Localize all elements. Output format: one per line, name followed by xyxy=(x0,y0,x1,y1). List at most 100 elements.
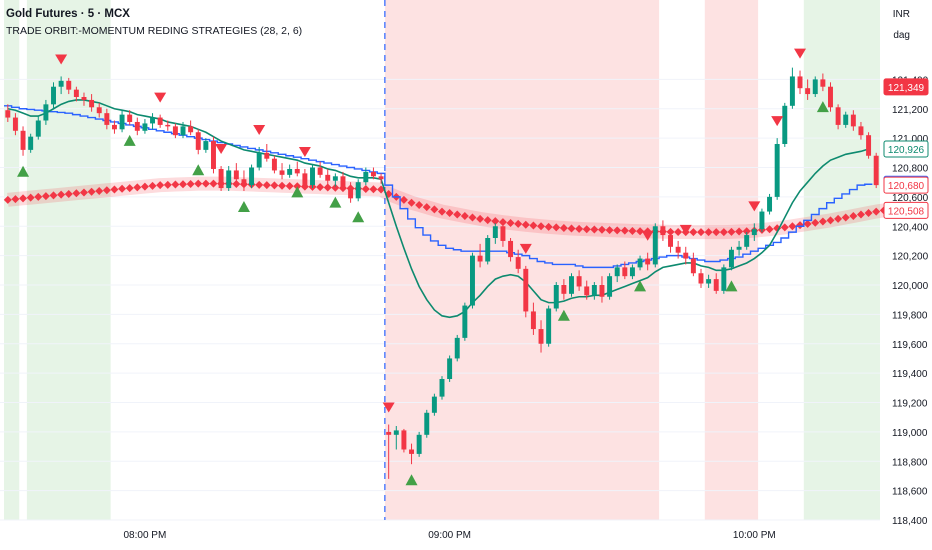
candle-body xyxy=(73,89,79,97)
trend-dot xyxy=(872,207,881,216)
candle xyxy=(317,161,323,178)
trend-dot xyxy=(590,225,599,234)
price-tick: 121,000 xyxy=(892,134,929,145)
candle xyxy=(744,232,750,250)
candle xyxy=(553,282,559,312)
candle-body xyxy=(508,240,514,258)
buy-signal xyxy=(237,201,250,212)
candle-body xyxy=(584,286,590,296)
price-label-box xyxy=(883,78,929,96)
trend-dot xyxy=(537,222,546,231)
candle-body xyxy=(264,152,270,159)
trend-dot xyxy=(796,221,805,230)
trend-dot xyxy=(491,217,500,226)
indicator-legend[interactable]: TRADE ORBIT:-MOMENTUM REDING STRATEGIES … xyxy=(6,25,303,37)
candle-body xyxy=(241,179,247,186)
price-tick: 120,400 xyxy=(892,222,929,233)
candle xyxy=(477,243,483,268)
candle-body xyxy=(835,107,841,125)
trend-dot xyxy=(674,227,683,236)
candle xyxy=(782,102,788,147)
candle xyxy=(569,273,574,297)
candle xyxy=(226,166,232,191)
candle-body xyxy=(797,76,803,89)
candle xyxy=(233,163,239,183)
candle xyxy=(530,302,536,335)
price-tick: 120,000 xyxy=(892,281,929,292)
candle-body xyxy=(172,126,178,136)
trend-dot xyxy=(285,182,294,191)
candle xyxy=(409,443,415,465)
buy-signal xyxy=(634,280,647,292)
candle xyxy=(378,173,384,184)
candle xyxy=(607,273,613,300)
candle-body xyxy=(439,379,445,397)
candle-body xyxy=(599,285,605,297)
bear-zone xyxy=(384,0,660,520)
trend-dot xyxy=(445,209,454,218)
trend-dot xyxy=(399,195,408,204)
candle-body xyxy=(736,246,742,250)
candle xyxy=(614,264,620,283)
candle xyxy=(81,92,87,106)
candle xyxy=(370,167,376,180)
trend-dot xyxy=(262,181,271,190)
price-tick: 118,600 xyxy=(892,487,928,498)
trend-dot xyxy=(110,185,119,194)
trend-dot xyxy=(3,195,12,204)
candle xyxy=(195,129,201,155)
candle xyxy=(104,108,110,130)
trend-dot xyxy=(140,182,149,191)
candle-body xyxy=(805,88,811,95)
trend-dot xyxy=(834,214,843,223)
candle-body xyxy=(302,173,308,186)
candle-body xyxy=(370,171,376,177)
trend-dot xyxy=(826,216,835,225)
candle-body xyxy=(873,155,879,186)
candle-body xyxy=(104,113,110,125)
candle xyxy=(424,409,430,438)
trend-dot xyxy=(811,218,820,227)
candle xyxy=(180,121,186,139)
price-tick: 119,800 xyxy=(892,310,928,321)
candle-body xyxy=(256,152,262,168)
candle xyxy=(12,113,18,136)
trend-dots-line xyxy=(3,176,888,240)
candle-body xyxy=(416,434,422,454)
candle-body xyxy=(287,168,293,175)
trend-dot xyxy=(476,214,485,223)
candle xyxy=(797,70,803,95)
trend-dot xyxy=(415,200,424,209)
candle-body xyxy=(828,86,833,108)
candle-body xyxy=(119,114,125,130)
trend-dot xyxy=(41,192,50,201)
trend-dot xyxy=(567,224,576,233)
trend-dot xyxy=(323,183,332,192)
trend-dot xyxy=(849,211,858,220)
candle xyxy=(660,220,666,241)
candle xyxy=(698,268,704,288)
candle xyxy=(35,116,41,140)
candles xyxy=(5,67,879,479)
symbol-title[interactable]: Gold Futures · 5 · MCX xyxy=(6,8,130,20)
trend-dot xyxy=(331,183,340,192)
price-label-text: 121,349 xyxy=(888,83,925,94)
candle xyxy=(348,182,354,203)
candle-body xyxy=(226,170,232,189)
candle-body xyxy=(165,124,171,127)
sell-signal xyxy=(771,116,784,127)
candle xyxy=(439,376,445,400)
candle-body xyxy=(218,168,224,189)
candle xyxy=(469,252,475,309)
sell-signal xyxy=(519,243,532,254)
candle xyxy=(629,264,635,280)
trend-dot xyxy=(133,183,142,192)
candle-body xyxy=(812,79,818,95)
candle-body xyxy=(530,311,536,330)
trend-dot xyxy=(803,219,812,228)
candle xyxy=(111,120,117,134)
candle-body xyxy=(629,267,635,277)
